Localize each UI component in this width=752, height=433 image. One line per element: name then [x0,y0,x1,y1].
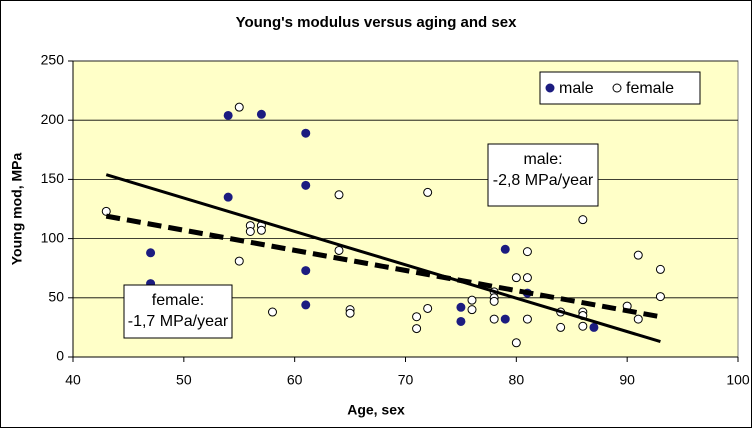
point [101,206,111,216]
point [245,226,255,236]
x-tick-label: 60 [287,372,303,388]
point [467,295,477,305]
point [146,248,156,258]
trend-label: -2,8 MPa/year [493,172,594,189]
point [500,314,510,324]
point [633,250,643,260]
point [456,316,466,326]
trend-label: male: [523,151,562,168]
point [301,128,311,138]
y-tick-label: 50 [48,289,64,305]
point [489,296,499,306]
trend-label: female: [152,292,204,309]
point [655,292,665,302]
point [489,314,499,324]
y-tick-label: 250 [41,52,65,68]
point [256,109,266,119]
point [256,225,266,235]
point [578,321,588,331]
legend-marker [545,83,555,93]
point [522,314,532,324]
point [423,303,433,313]
point [301,300,311,310]
point [301,266,311,276]
point [522,273,532,283]
point [556,322,566,332]
x-tick-label: 40 [65,372,81,388]
point [334,190,344,200]
x-axis-label: Age, sex [347,402,405,418]
point [412,312,422,322]
point [223,192,233,202]
point [467,305,477,315]
point [511,338,521,348]
x-tick-label: 90 [619,372,635,388]
point [412,324,422,334]
point [268,307,277,317]
point [223,110,233,120]
point [511,273,521,283]
chart-title: Young's modulus versus aging and sex [236,14,518,31]
y-tick-label: 100 [41,229,65,245]
x-tick-label: 100 [726,372,750,388]
legend-label: male [559,80,594,97]
point [500,244,510,254]
trend-line [105,213,661,320]
point [234,102,244,112]
trend-label: -1,7 MPa/year [128,313,229,330]
x-tick-label: 50 [176,372,192,388]
trend-line [105,173,661,344]
x-tick-label: 70 [398,372,414,388]
point [655,264,665,274]
point [234,256,244,266]
legend-marker [612,83,622,93]
point [522,247,532,257]
legend-label: female [626,80,674,97]
point [334,245,344,255]
y-tick-label: 200 [41,111,65,127]
trend-label-box [123,284,233,339]
point [633,314,643,324]
point [345,308,355,318]
point [301,180,311,190]
y-tick-label: 150 [41,170,65,186]
trend-label-box [487,143,599,207]
y-axis-label: Young mod, MPa [9,153,25,266]
point [423,187,433,197]
point [589,322,599,332]
point [456,302,466,312]
x-tick-label: 80 [509,372,525,388]
y-tick-label: 0 [56,348,64,364]
point [578,215,588,225]
